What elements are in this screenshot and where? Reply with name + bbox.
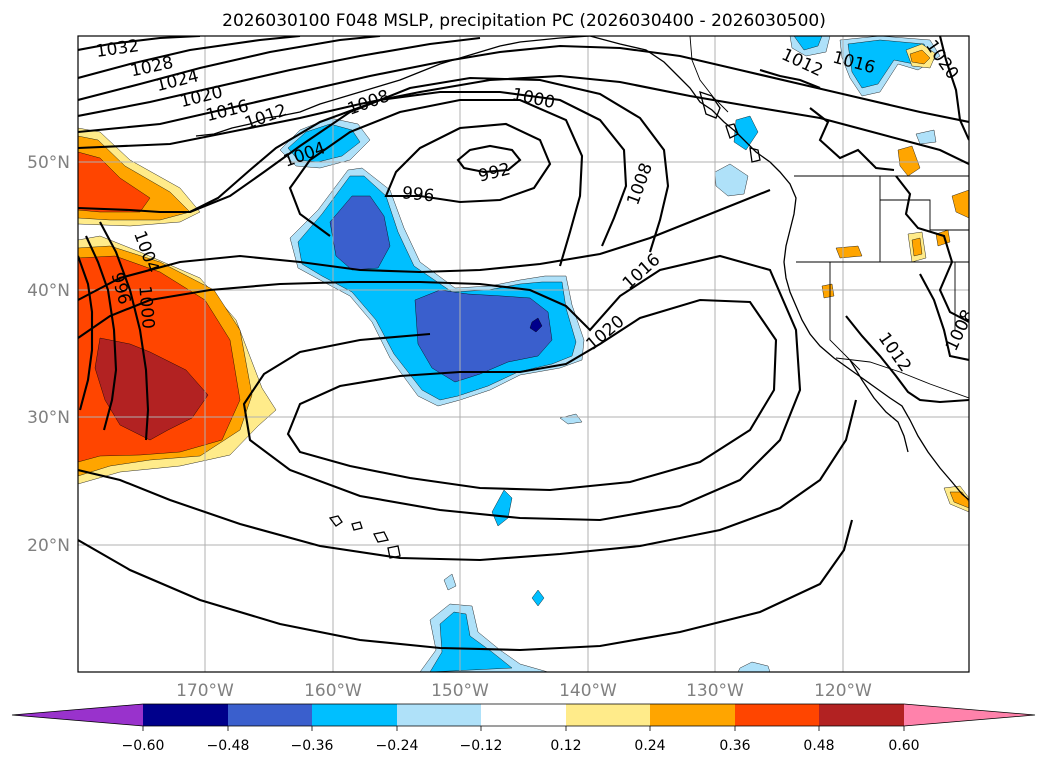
precip-negative-central-max: [529, 317, 543, 333]
colorbar-segment-5: [481, 704, 566, 726]
isobar-1024: [78, 36, 381, 102]
precip-positive-west-max: [94, 337, 209, 441]
isobar-1020-mid: [78, 254, 802, 522]
isobar-ne-1020: [938, 36, 969, 141]
colorbar-label-9: 0.48: [803, 738, 834, 754]
precip-negative-ne-5: [714, 163, 749, 197]
isobar-1032: [78, 36, 201, 52]
isobar-1016-south: [78, 399, 858, 562]
isobar-1020: [78, 36, 481, 118]
border-us-mexico: [835, 357, 969, 399]
colorbar-label-2: −0.48: [207, 738, 250, 754]
colorbar-segment-1: [143, 704, 228, 726]
precip-negative-central-strong: [329, 195, 391, 271]
map-title: 2026030100 F048 MSLP, precipitation PC (…: [222, 11, 826, 31]
coast-alaska-peninsula: [195, 36, 591, 137]
colorbar-segment-3: [312, 704, 397, 726]
colorbar-segment-4: [397, 704, 481, 726]
isobar-1004-west: [99, 221, 150, 441]
border-states-4: [880, 199, 969, 231]
colorbar-segment-8: [735, 704, 819, 726]
coastlines: [195, 36, 969, 559]
isobar-1020-inner: [286, 298, 778, 492]
isobar-1000-west: [85, 235, 118, 431]
isobar-label-996: 996: [401, 183, 435, 206]
colorbar-label-3: −0.36: [291, 738, 334, 754]
colorbar-label-6: 0.12: [550, 738, 581, 754]
coast-hawaii: [328, 515, 401, 559]
isobar-996-west: [78, 255, 94, 411]
lon-label-170w: 170°W: [176, 681, 234, 701]
border-states-3: [829, 262, 861, 371]
colorbar-segment-2: [228, 704, 312, 726]
lon-label-130w: 130°W: [686, 681, 744, 701]
political-borders: [689, 36, 969, 399]
map-frame: [77, 35, 970, 673]
precip-negative-ne-3: [733, 115, 759, 151]
colorbar-extend-low: [12, 704, 143, 726]
colorbar-extend-high: [904, 704, 1035, 726]
colorbar-segment-7: [650, 704, 735, 726]
isobars: [78, 36, 969, 652]
precip-positive-ne-3: [951, 189, 969, 219]
lon-label-120w: 120°W: [814, 681, 872, 701]
isobar-1012-ne: [845, 315, 969, 404]
precip-positive-ne-6: [821, 283, 835, 299]
precip-positive-ne-2: [897, 145, 921, 177]
precip-negative-small-3: [531, 589, 545, 607]
colorbar-label-5: −0.12: [460, 738, 503, 754]
lat-label-50n: 50°N: [27, 153, 70, 173]
map-content: 1032 1028 1024 1020 1016 1012 1008 1004 …: [78, 36, 969, 672]
lat-label-40n: 40°N: [27, 281, 70, 301]
precip-negative-small-5: [737, 661, 771, 672]
precip-negative-ne-1-mid: [793, 36, 823, 51]
isobar-992: [456, 144, 522, 174]
colorbar: −0.60 −0.48 −0.36 −0.24 −0.12 0.12 0.24 …: [11, 703, 1036, 754]
colorbar-segment-6: [566, 704, 650, 726]
isobar-1000: [288, 98, 584, 267]
graticule: [78, 36, 969, 672]
precip-negative-central-strong-2: [414, 289, 553, 383]
coast-baja-gulf: [849, 359, 909, 453]
lon-label-160w: 160°W: [304, 681, 362, 701]
latitude-labels: 50°N 40°N 30°N 20°N: [27, 153, 70, 556]
precip-anomaly-fills: [78, 36, 969, 672]
isobar-1008: [189, 76, 670, 253]
colorbar-label-10: 0.60: [888, 738, 919, 754]
isobar-ne-jagged-2: [809, 107, 895, 172]
precip-positive-ne-5: [835, 245, 863, 259]
lat-label-30n: 30°N: [27, 408, 70, 428]
colorbar-label-8: 0.36: [719, 738, 750, 754]
isobar-1004: [78, 90, 628, 247]
colorbar-label-1: −0.60: [122, 738, 165, 754]
isobar-1012-south: [78, 519, 854, 652]
colorbar-label-4: −0.24: [376, 738, 419, 754]
isobar-1016-mid: [78, 189, 771, 301]
colorbar-segment-9: [819, 704, 904, 726]
isobar-996: [384, 122, 552, 204]
colorbar-label-7: 0.24: [634, 738, 665, 754]
isobar-1012: [78, 74, 969, 165]
precip-negative-south-patch-mid: [429, 611, 513, 672]
longitude-labels: 170°W 160°W 150°W 140°W 130°W 120°W: [176, 681, 872, 701]
isobar-1012-can: [759, 68, 821, 89]
precip-negative-ne-4: [915, 129, 937, 145]
colorbar-ticks: [142, 726, 905, 731]
isobar-1016: [78, 44, 969, 134]
border-alaska-canada: [689, 36, 729, 113]
precip-negative-small-4: [443, 573, 457, 591]
precip-positive-ne-1-mid: [909, 49, 931, 65]
coast-islands-bc: [699, 90, 761, 163]
isobar-label-1000-w: 1000: [134, 285, 158, 330]
lon-label-150w: 150°W: [431, 681, 489, 701]
lat-label-20n: 20°N: [27, 536, 70, 556]
isobar-1028: [78, 36, 301, 80]
lon-label-140w: 140°W: [559, 681, 617, 701]
isobar-ne-jagged: [895, 175, 969, 323]
isobar-1008-ne: [919, 273, 969, 362]
precip-positive-ne-4-mid: [911, 237, 923, 257]
precip-negative-north-patch-mid: [287, 123, 361, 163]
precip-positive-nw-strong: [78, 151, 151, 213]
